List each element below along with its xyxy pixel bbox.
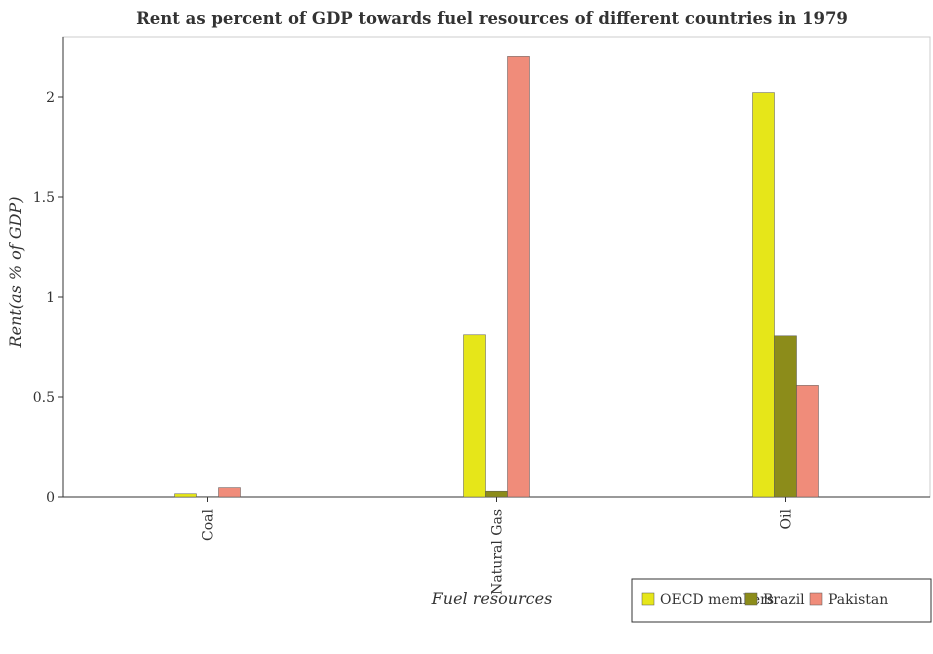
y-tick-label: 0.5 bbox=[33, 390, 55, 406]
legend-box bbox=[631, 578, 932, 623]
legend-label: Pakistan bbox=[828, 592, 888, 608]
bar[interactable] bbox=[463, 334, 486, 498]
x-axis-label: Fuel resources bbox=[431, 589, 553, 608]
y-tick-label: 1.5 bbox=[33, 190, 55, 206]
y-tick-label: 1 bbox=[46, 290, 55, 306]
y-tick-label: 2 bbox=[46, 90, 55, 106]
x-tick-label: Oil bbox=[779, 508, 795, 529]
legend-swatch bbox=[641, 592, 655, 606]
legend-swatch bbox=[744, 592, 758, 606]
legend-swatch bbox=[809, 592, 823, 606]
plot-area: 0 0.5 1 1.5 2 Coal Natural Gas Oil bbox=[33, 36, 931, 595]
bar[interactable] bbox=[774, 335, 797, 498]
bar[interactable] bbox=[485, 490, 508, 498]
y-axis-label: Rent(as % of GDP) bbox=[6, 197, 25, 349]
bar[interactable] bbox=[796, 385, 819, 498]
bar[interactable] bbox=[507, 56, 530, 498]
x-tick-label: Natural Gas bbox=[490, 509, 506, 595]
bar[interactable] bbox=[196, 496, 219, 498]
chart-title: Rent as percent of GDP towards fuel reso… bbox=[136, 9, 848, 28]
legend-label: Brazil bbox=[763, 592, 805, 608]
x-tick-label: Coal bbox=[201, 508, 217, 540]
bar[interactable] bbox=[218, 487, 241, 498]
bar[interactable] bbox=[174, 493, 197, 498]
y-tick-label: 0 bbox=[46, 490, 55, 506]
bar[interactable] bbox=[752, 92, 775, 498]
